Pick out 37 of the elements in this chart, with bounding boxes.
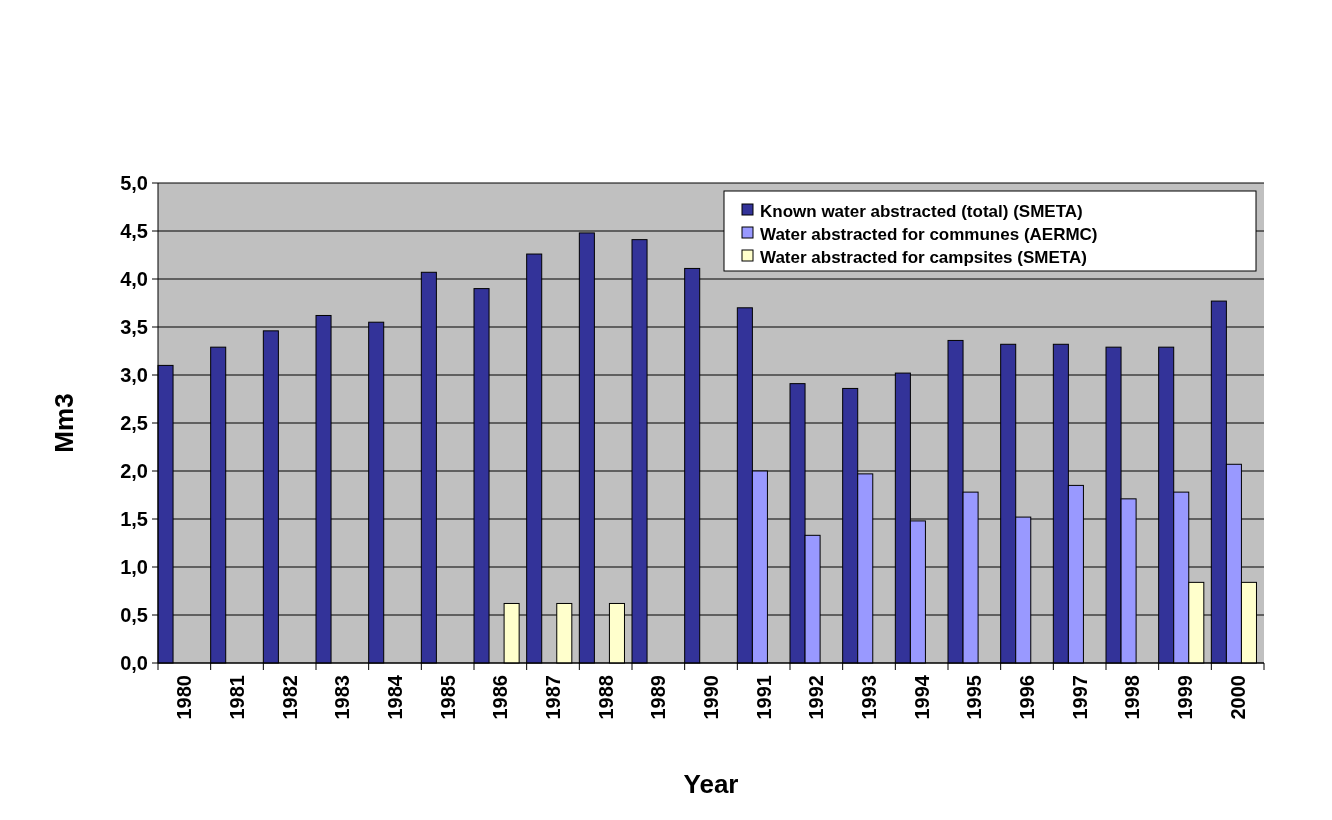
- x-tick-label: 1983: [331, 675, 354, 720]
- x-tick-label: 1981: [226, 675, 248, 720]
- legend-label: Water abstracted for campsites (SMETA): [760, 247, 1087, 267]
- legend-label: Known water abstracted (total) (SMETA): [760, 201, 1083, 221]
- x-tick-label: 1986: [489, 675, 512, 720]
- y-tick-label: 0,0: [120, 652, 148, 674]
- x-tick-label: 1982: [278, 675, 301, 720]
- x-tick-label: 1993: [858, 675, 880, 720]
- x-tick-label: 1990: [700, 675, 722, 720]
- y-tick-label: 1,5: [120, 508, 148, 530]
- x-tick-label: 1987: [542, 675, 564, 720]
- x-tick-label: 1997: [1068, 675, 1091, 720]
- x-tick-label: 1985: [436, 675, 459, 720]
- y-tick-label: 3,5: [120, 316, 148, 338]
- y-tick-label: 2,5: [120, 412, 148, 434]
- x-tick-label: 1980: [173, 675, 196, 720]
- x-tick-label: 2000: [1226, 675, 1249, 720]
- y-tick-label: 4,0: [120, 268, 148, 290]
- legend-label: Water abstracted for communes (AERMC): [760, 224, 1098, 244]
- x-tick-label: 1989: [647, 675, 670, 720]
- x-tick-label: 1996: [1016, 675, 1038, 720]
- y-axis-title: Mm3: [49, 393, 79, 453]
- x-tick-label: 1994: [910, 674, 933, 720]
- y-tick-label: 4,5: [120, 220, 148, 242]
- x-tick-label: 1995: [963, 675, 986, 720]
- y-tick-label: 1,0: [120, 556, 148, 578]
- y-tick-label: 5,0: [120, 172, 148, 194]
- y-tick-label: 0,5: [120, 604, 148, 626]
- x-tick-label: 1998: [1121, 675, 1144, 720]
- x-tick-label: 1984: [384, 674, 406, 720]
- x-tick-label: 1999: [1174, 675, 1196, 720]
- x-tick-label: 1992: [805, 675, 828, 720]
- y-tick-label: 3,0: [120, 364, 148, 386]
- x-axis-title: Year: [683, 769, 739, 799]
- x-tick-label: 1991: [752, 675, 775, 720]
- y-tick-label: 2,0: [120, 460, 148, 482]
- x-tick-label: 1988: [594, 675, 617, 720]
